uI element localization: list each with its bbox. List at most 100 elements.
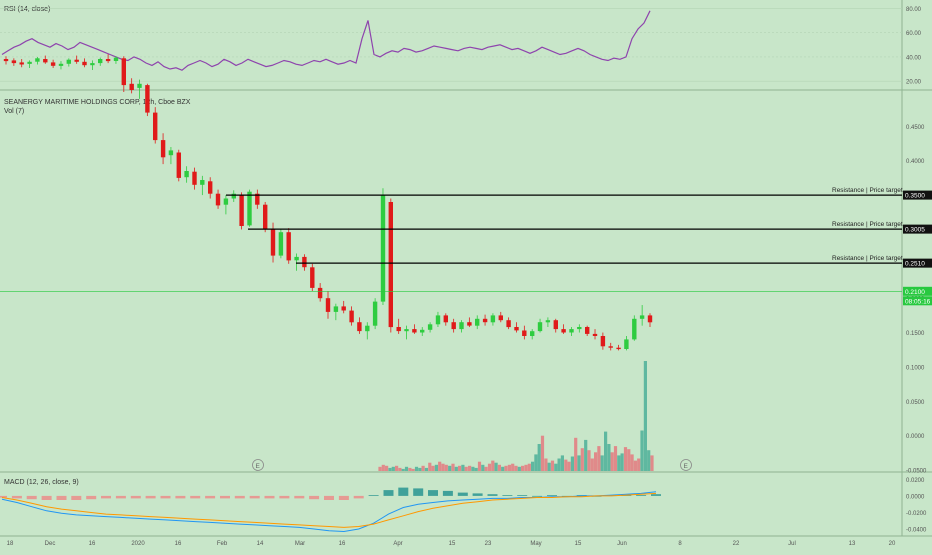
- volume-bar: [643, 361, 647, 471]
- candle-body: [121, 58, 126, 86]
- candle-body: [11, 60, 17, 64]
- candle: [294, 253, 299, 271]
- macd-hist-bar: [56, 495, 67, 500]
- candle-body: [490, 315, 496, 323]
- candle-body: [215, 193, 221, 206]
- event-marker-1[interactable]: E: [252, 459, 264, 471]
- candle-body: [600, 336, 606, 347]
- candle-body: [585, 327, 590, 334]
- macd-hist-bar: [636, 495, 647, 496]
- candle-body: [239, 195, 244, 226]
- candle-body: [537, 322, 543, 332]
- macd-panel[interactable]: MACD (12, 26, close, 9) 0.0200 0.0000 -0.0…: [0, 478, 927, 534]
- candle-body: [58, 63, 64, 66]
- macd-hist-bar: [547, 495, 557, 496]
- macd-hist-bar: [205, 495, 216, 499]
- candle-body: [208, 181, 213, 194]
- volume-bar: [414, 466, 419, 471]
- candle: [286, 228, 291, 264]
- candle: [569, 327, 574, 336]
- macd-hist-bar: [502, 495, 513, 496]
- macd-hist-bar: [383, 490, 394, 496]
- macd-hist-bar: [279, 495, 290, 499]
- svg-text:08:05:16: 08:05:16: [905, 298, 931, 305]
- candle: [592, 329, 598, 340]
- time-tick-label: 18: [7, 541, 14, 547]
- candle: [514, 322, 519, 333]
- candle-body: [467, 322, 472, 326]
- volume-bar: [464, 466, 468, 471]
- rsi-panel[interactable]: RSI (14, close) 80.00 60.00 40.00 20.00: [0, 6, 922, 86]
- volume-bar: [544, 458, 548, 471]
- candle: [11, 58, 17, 66]
- candle-body: [475, 318, 480, 326]
- time-tick-label: 16: [89, 541, 96, 547]
- candle: [639, 305, 645, 326]
- volume-bar: [630, 454, 634, 471]
- volume-bar: [647, 450, 651, 471]
- candle-body: [90, 63, 95, 66]
- volume-bar: [484, 466, 488, 471]
- signal-line: [1, 492, 657, 528]
- candle-body: [608, 346, 613, 348]
- candle-body: [514, 327, 519, 331]
- volume-bar: [540, 435, 545, 471]
- volume-bar: [650, 455, 654, 471]
- volume-bar: [610, 452, 614, 471]
- volume-bar: [504, 465, 508, 471]
- macd-hist-bar: [160, 495, 171, 499]
- candle-body: [396, 327, 401, 332]
- volume-bar: [613, 446, 618, 471]
- macd-hist-bar: [0, 495, 7, 498]
- candle-body: [522, 330, 527, 336]
- candle: [27, 60, 32, 68]
- time-tick-label: Feb: [217, 541, 228, 547]
- macd-hist-bar: [517, 495, 528, 496]
- candle-body: [200, 180, 205, 185]
- candle: [530, 329, 535, 340]
- candle-body: [74, 59, 79, 62]
- volume-bar: [491, 460, 495, 471]
- price-panel[interactable]: SEANERGY MARITIME HOLDINGS CORP, 12h, Cb…: [0, 54, 932, 475]
- macd-hist-bar: [175, 495, 186, 499]
- candle-body: [286, 232, 291, 261]
- event-marker-2[interactable]: E: [680, 459, 692, 471]
- candle-body: [632, 318, 637, 340]
- rsi-line: [1, 10, 651, 71]
- candle-body: [168, 150, 174, 156]
- candle-body: [561, 329, 566, 333]
- volume-bar: [477, 461, 482, 471]
- volume-bar: [557, 458, 561, 471]
- candle: [482, 314, 488, 326]
- candle-body: [294, 256, 299, 261]
- candle-body: [482, 318, 488, 323]
- price-tick-label: -0.0500: [906, 469, 927, 475]
- candle: [325, 291, 331, 319]
- candle-body: [349, 310, 354, 323]
- rsi-tick-label: 60.00: [906, 31, 922, 37]
- candle: [577, 324, 582, 333]
- volume-bar: [401, 468, 405, 471]
- candle-body: [35, 58, 40, 62]
- resistance-label: Resistance | Price target: [832, 255, 903, 262]
- time-axis[interactable]: 18 Dec 16 2020 16 Feb 14 Mar 16 Apr 15 23 May 15 Jun 8 2…: [7, 541, 896, 547]
- volume-bar: [395, 465, 399, 471]
- macd-tick-label: -0.0200: [906, 511, 927, 517]
- macd-hist-bar: [651, 494, 661, 496]
- candle: [490, 313, 496, 326]
- macd-hist-bar: [294, 495, 305, 499]
- volume-bar: [441, 463, 445, 471]
- candle-body: [184, 171, 189, 178]
- candle: [247, 189, 252, 227]
- candle: [545, 317, 551, 328]
- price-tick-label: 0.4000: [906, 159, 925, 165]
- macd-hist-bar: [309, 495, 320, 500]
- candle: [105, 54, 111, 64]
- candle: [66, 58, 71, 67]
- candle: [90, 60, 95, 71]
- volume-bar: [640, 430, 644, 471]
- macd-hist-bar: [101, 495, 111, 499]
- time-tick-label: 8: [678, 541, 682, 547]
